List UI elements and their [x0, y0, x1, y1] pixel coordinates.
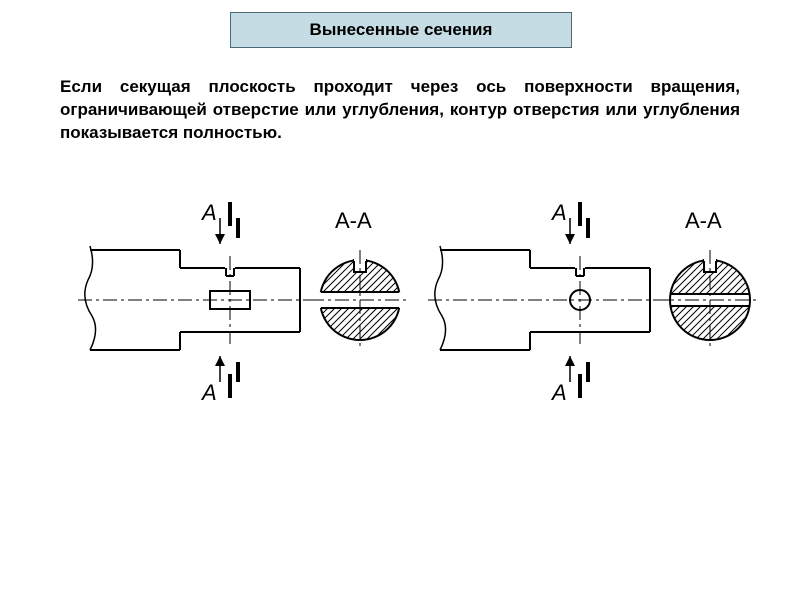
title-box: Вынесенные сечения — [230, 12, 572, 48]
svg-text:А: А — [200, 380, 217, 405]
svg-text:А-А: А-А — [685, 208, 722, 233]
diagram-svg: А А А-А А А А-А — [40, 190, 760, 470]
svg-text:А: А — [550, 200, 567, 225]
svg-text:А-А: А-А — [335, 208, 372, 233]
title-text: Вынесенные сечения — [310, 20, 493, 40]
diagram-area: А А А-А А А А-А — [40, 190, 760, 470]
body-paragraph: Если секущая плоскость проходит через ос… — [60, 76, 740, 145]
svg-text:А: А — [550, 380, 567, 405]
svg-text:А: А — [200, 200, 217, 225]
